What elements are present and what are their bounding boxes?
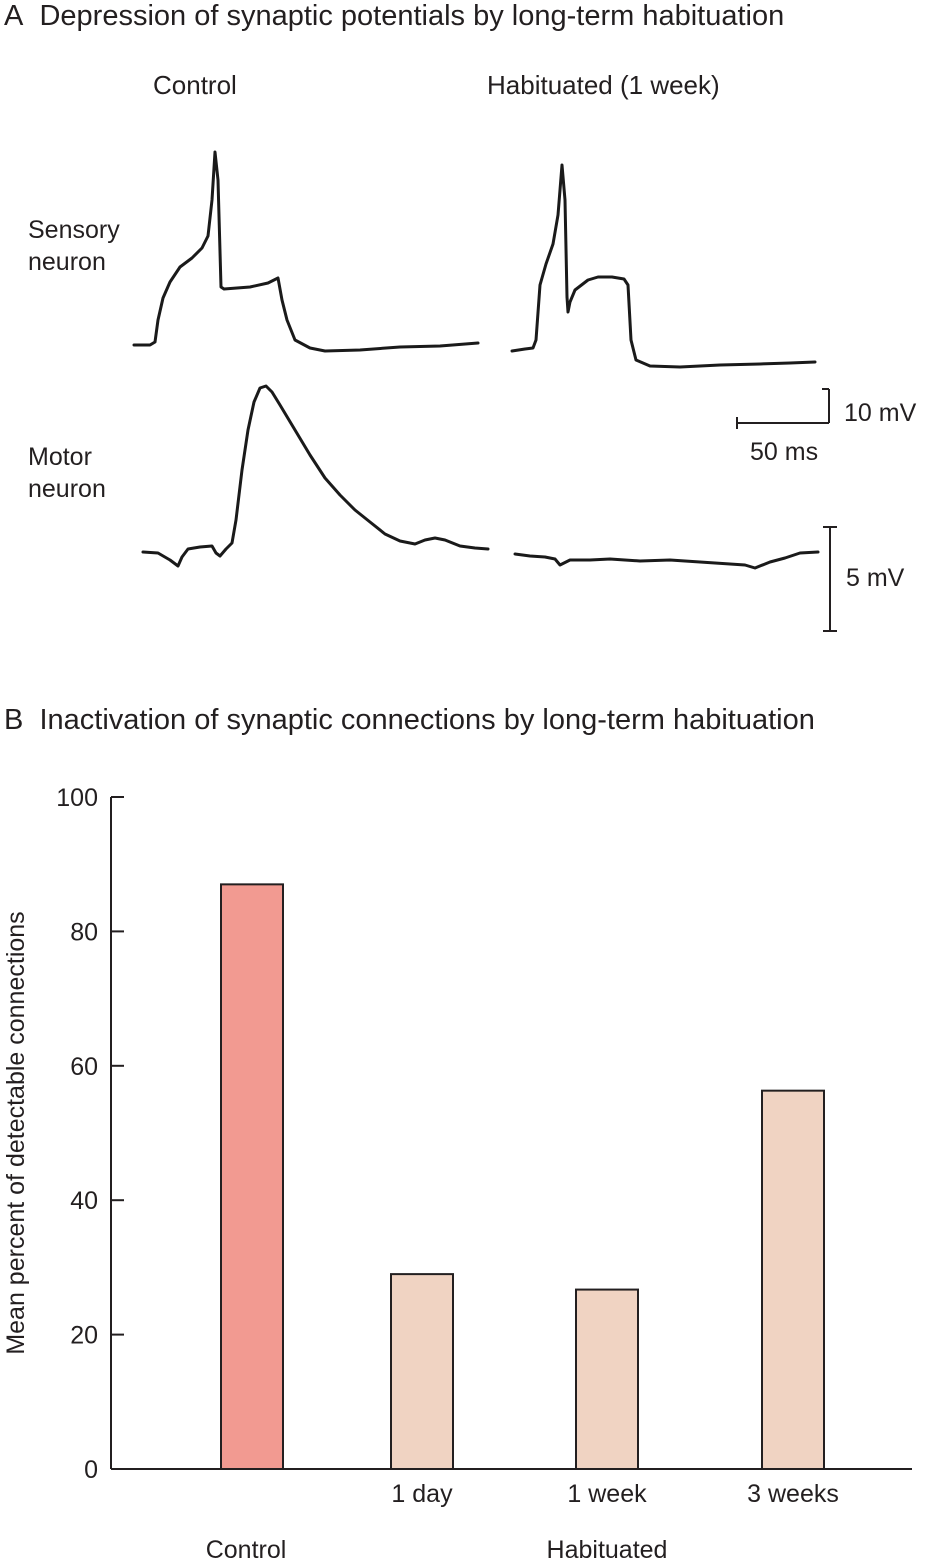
motor-traces <box>141 384 820 570</box>
sensory-trace-habituated <box>510 163 817 369</box>
bars <box>220 883 825 1471</box>
scale-bar-motor <box>823 526 837 632</box>
panel-a-heading: A Depression of synaptic potentials by l… <box>4 0 784 33</box>
panel-a-title: Depression of synaptic potentials by lon… <box>39 0 785 32</box>
row-label-sensory: Sensory neuron <box>28 214 168 278</box>
sensory-trace-control <box>132 150 480 353</box>
motor-trace-control <box>141 384 490 568</box>
bar-1-day <box>390 1273 454 1470</box>
y-axis: 0 20 40 60 80 100 <box>56 784 124 1484</box>
row-label-motor-line2: neuron <box>28 475 106 503</box>
bar-control <box>220 883 284 1470</box>
y-tick-label: 20 <box>70 1322 98 1350</box>
x-tick-label: 1 week <box>567 1480 647 1508</box>
sensory-traces <box>132 150 817 369</box>
panel-b-letter: B <box>4 704 24 736</box>
y-tick-label: 40 <box>70 1187 98 1215</box>
row-label-motor-line1: Motor <box>28 443 92 471</box>
scale-label-5mv: 5 mV <box>846 564 905 592</box>
row-label-sensory-line1: Sensory <box>28 216 120 244</box>
y-tick-label: 0 <box>84 1456 98 1484</box>
y-tick-label: 80 <box>70 918 98 946</box>
bar-1-week <box>575 1288 639 1471</box>
x-tick-label: 1 day <box>391 1480 453 1508</box>
panel-b-title: Inactivation of synaptic connections by … <box>39 704 815 736</box>
x-tick-label: 3 weeks <box>747 1480 839 1508</box>
panel-b-heading: B Inactivation of synaptic connections b… <box>4 704 815 737</box>
x-group-label: Habituated <box>547 1536 668 1564</box>
y-tick-label: 60 <box>70 1053 98 1081</box>
column-label-habituated: Habituated (1 week) <box>487 70 720 100</box>
row-label-sensory-line2: neuron <box>28 248 106 276</box>
scale-label-50ms: 50 ms <box>750 438 819 466</box>
scale-label-10mv: 10 mV <box>844 399 917 427</box>
column-label-control: Control <box>153 70 237 100</box>
bar-3-weeks <box>761 1089 825 1470</box>
row-label-motor: Motor neuron <box>28 441 168 505</box>
x-axis: 1 day 1 week 3 weeks Control Habituated <box>111 1468 912 1564</box>
scale-bar-sensory <box>736 388 830 429</box>
x-group-label: Control <box>206 1536 287 1564</box>
bar-chart: 0 20 40 60 80 100 1 day 1 week 3 weeks Control Ha… <box>2 784 912 1564</box>
motor-trace-habituated <box>513 550 820 570</box>
y-axis-label: Mean percent of detectable connections <box>2 911 30 1354</box>
panel-a-letter: A <box>4 0 24 32</box>
y-tick-label: 100 <box>56 784 98 812</box>
